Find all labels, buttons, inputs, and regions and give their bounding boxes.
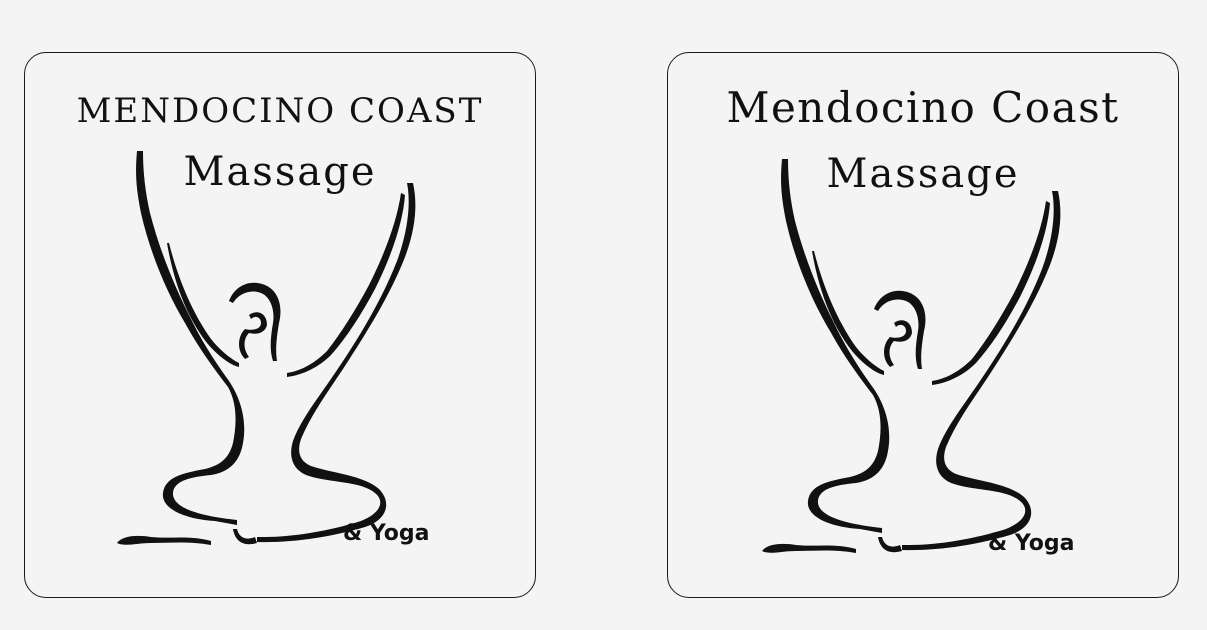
logo-tagline: & Yoga	[343, 521, 430, 546]
logo-card-titlecase: Mendocino Coast Massage & Yoga	[667, 52, 1179, 598]
yoga-figure-icon	[762, 159, 1061, 553]
logo-tagline: & Yoga	[988, 531, 1075, 556]
logo-card-uppercase: MENDOCINO COAST Massage & Yoga	[24, 52, 536, 598]
logo-title: MENDOCINO COAST	[76, 91, 484, 131]
logo-title: Mendocino Coast	[726, 83, 1120, 132]
logo-subtitle: Massage	[183, 149, 377, 195]
yoga-figure-icon	[117, 151, 416, 545]
logo-subtitle: Massage	[826, 151, 1020, 197]
